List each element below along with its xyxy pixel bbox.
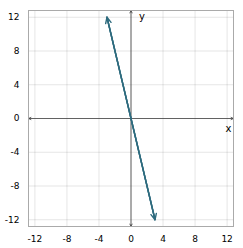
svg-text:-12: -12 bbox=[28, 234, 43, 244]
svg-text:8: 8 bbox=[192, 234, 198, 244]
svg-text:12: 12 bbox=[8, 12, 19, 22]
svg-text:0: 0 bbox=[128, 234, 134, 244]
svg-text:-4: -4 bbox=[11, 147, 20, 157]
svg-text:-4: -4 bbox=[94, 234, 103, 244]
svg-text:4: 4 bbox=[160, 234, 166, 244]
svg-text:4: 4 bbox=[14, 80, 20, 90]
svg-text:y: y bbox=[139, 11, 145, 22]
svg-text:-12: -12 bbox=[5, 215, 20, 225]
svg-text:x: x bbox=[226, 123, 232, 134]
svg-text:-8: -8 bbox=[62, 234, 71, 244]
svg-text:0: 0 bbox=[14, 113, 20, 123]
svg-text:12: 12 bbox=[221, 234, 232, 244]
svg-text:8: 8 bbox=[14, 46, 20, 56]
svg-text:-8: -8 bbox=[11, 181, 20, 191]
